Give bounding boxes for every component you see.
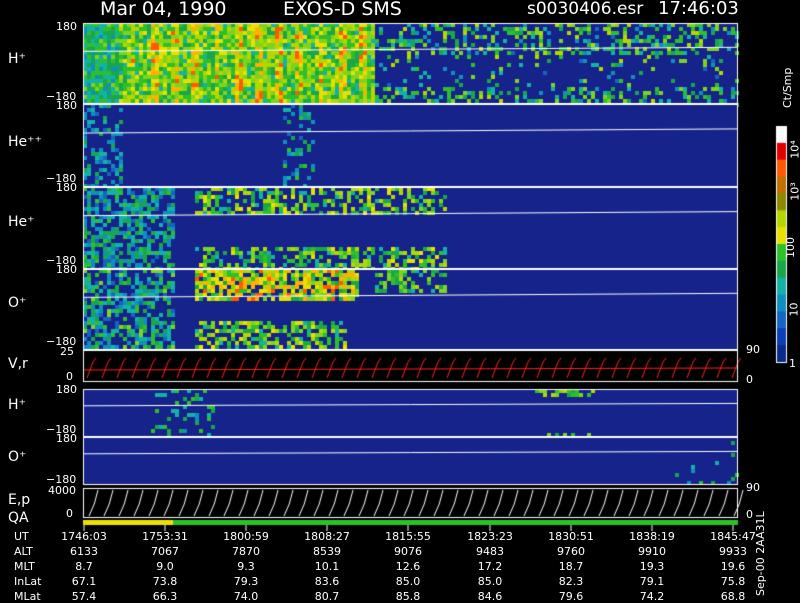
table-cell: 80.7	[314, 590, 340, 603]
panel-bottom-tick: −180	[46, 90, 77, 103]
colorbar-tick: 1	[789, 357, 796, 370]
colorbar-title: Ct/Smp	[781, 67, 794, 108]
panel-bottom-tick: −180	[46, 172, 77, 185]
table-cell: 82.3	[558, 575, 584, 588]
panel-bottom-tick: 0	[66, 370, 73, 383]
panel-label-he-plus-plus: He⁺⁺	[8, 134, 42, 150]
table-cell: 68.8	[720, 590, 746, 603]
panel-label-h-plus-2: H⁺	[8, 397, 26, 413]
table-cell: 79.6	[558, 590, 584, 603]
table-cell: 1823:23	[467, 530, 513, 543]
table-cell: 85.0	[395, 575, 421, 588]
table-cell: 9910	[638, 545, 666, 558]
header-time: 17:46:03	[658, 0, 739, 19]
table-cell: 74.0	[233, 590, 259, 603]
panel-bottom-tick: −180	[46, 473, 77, 486]
panel-top-tick: 180	[56, 20, 77, 33]
table-cell: 6133	[70, 545, 98, 558]
panel-top-tick: 180	[56, 181, 77, 194]
table-cell: 85.8	[395, 590, 421, 603]
table-cell: 1815:55	[385, 530, 431, 543]
panel-top-tick: 4000	[48, 484, 76, 497]
table-cell: 67.1	[71, 575, 97, 588]
table-cell: 9.0	[156, 560, 174, 573]
panel-top-tick: 180	[56, 432, 77, 445]
table-cell: 9.3	[237, 560, 255, 573]
table-cell: 1830:51	[548, 530, 594, 543]
file-name: s0030406.esr	[527, 0, 644, 19]
table-cell: 7067	[151, 545, 179, 558]
panel-label-vr: V,r	[8, 356, 28, 372]
panel-right-top-tick: 90	[746, 343, 760, 356]
colorbar-tick: 10⁴	[788, 140, 800, 159]
panel-top-tick: 180	[56, 383, 77, 396]
panel-bottom-tick: −180	[46, 335, 77, 348]
table-cell: 84.6	[477, 590, 503, 603]
panel-label-qa: QA	[8, 510, 29, 526]
table-cell: 1838:19	[629, 530, 675, 543]
table-cell: 66.3	[152, 590, 178, 603]
table-cell: 19.3	[639, 560, 665, 573]
table-cell: 9483	[476, 545, 504, 558]
table-cell: 18.7	[558, 560, 584, 573]
table-cell: 1845:47	[710, 530, 756, 543]
panel-label-ep: E,p	[8, 492, 31, 508]
table-cell: 8.7	[75, 560, 93, 573]
colorbar-tick: 10	[787, 302, 800, 317]
table-cell: 8539	[313, 545, 341, 558]
table-cell: 1753:31	[142, 530, 188, 543]
row-label-mlat: MLat	[14, 590, 41, 603]
panel-bottom-tick: −180	[46, 423, 77, 436]
table-cell: 74.2	[639, 590, 665, 603]
row-label-ut: UT	[14, 530, 29, 543]
panel-label-o-plus-2: O⁺	[8, 449, 27, 465]
panel-bottom-tick: 0	[66, 507, 73, 520]
table-cell: 7870	[232, 545, 260, 558]
panel-right-bottom-tick: 0	[746, 508, 753, 521]
table-cell: 1800:59	[223, 530, 269, 543]
table-cell: 17.2	[477, 560, 503, 573]
panel-top-tick: 180	[56, 99, 77, 112]
table-cell: 79.3	[233, 575, 259, 588]
panel-label-o-plus: O⁺	[8, 295, 27, 311]
instrument-title: EXOS-D SMS	[283, 0, 402, 20]
panel-label-he-plus: He⁺	[8, 214, 35, 230]
table-cell: 19.6	[720, 560, 746, 573]
row-label-inlat: InLat	[14, 575, 42, 588]
table-cell: 83.6	[314, 575, 340, 588]
row-label-mlt: MLT	[14, 560, 35, 573]
table-cell: 9760	[557, 545, 585, 558]
table-cell: 12.6	[395, 560, 421, 573]
table-cell: 73.8	[152, 575, 178, 588]
date-title: Mar 04, 1990	[100, 0, 227, 20]
table-cell: 9933	[719, 545, 747, 558]
panel-bottom-tick: −180	[46, 254, 77, 267]
panel-top-tick: 180	[56, 263, 77, 276]
table-cell: 75.8	[720, 575, 746, 588]
table-cell: 79.1	[639, 575, 665, 588]
table-cell: 1808:27	[304, 530, 350, 543]
table-cell: 1746:03	[61, 530, 107, 543]
panel-right-bottom-tick: 0	[746, 373, 753, 386]
row-label-alt: ALT	[14, 545, 33, 558]
panel-right-top-tick: 90	[746, 481, 760, 494]
table-cell: 57.4	[71, 590, 97, 603]
colorbar-tick: 10³	[788, 182, 800, 201]
colorbar-tick: 100	[784, 237, 797, 258]
panel-top-tick: 25	[60, 345, 74, 358]
table-cell: 9076	[394, 545, 422, 558]
panel-label-h-plus: H⁺	[8, 51, 26, 67]
table-cell: 85.0	[477, 575, 503, 588]
table-cell: 10.1	[314, 560, 340, 573]
